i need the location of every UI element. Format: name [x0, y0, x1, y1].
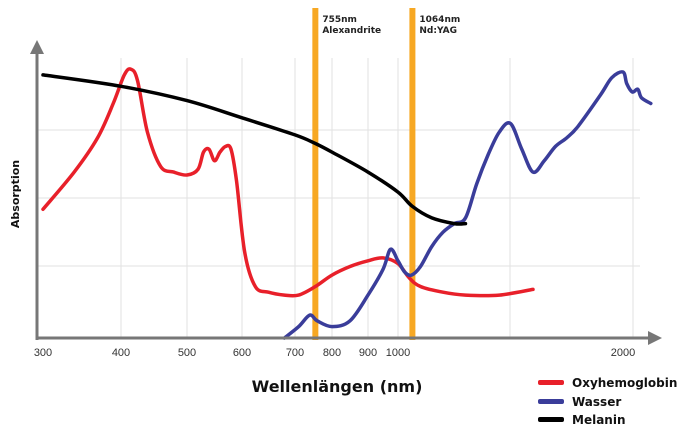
annotation-755-laser: Alexandrite	[322, 26, 381, 36]
x-tick-label: 800	[323, 347, 341, 359]
annotation-1064-wavelength: 1064nm	[419, 15, 460, 25]
legend-swatch-oxyhemoglobin	[538, 380, 564, 385]
x-tick-label: 500	[178, 347, 196, 359]
laser-markers: 755nm Alexandrite 1064nm Nd:YAG	[312, 8, 460, 340]
x-tick-label: 700	[286, 347, 304, 359]
y-axis-label: Absorption	[9, 160, 22, 228]
legend-swatch-wasser	[538, 399, 564, 404]
x-tick-label: 400	[112, 347, 130, 359]
legend-label-oxyhemoglobin: Oxyhemoglobin	[572, 376, 677, 390]
marker-line-755	[312, 8, 319, 340]
x-tick-label: 1000	[386, 347, 410, 359]
x-axis-arrow	[648, 331, 662, 345]
legend-swatch-melanin	[538, 417, 564, 422]
x-tick-label: 600	[233, 347, 251, 359]
x-tick-labels: 300 400 500 600 700 800 900 1000 2000	[34, 347, 635, 359]
legend-label-wasser: Wasser	[572, 395, 621, 409]
y-axis-arrow	[30, 40, 44, 54]
series-line-oxyhemoglobin	[41, 67, 535, 298]
x-axis-label: Wellenlängen (nm)	[252, 377, 423, 396]
annotation-1064-laser: Nd:YAG	[419, 26, 457, 36]
legend: Oxyhemoglobin Wasser Melanin	[538, 376, 677, 427]
legend-label-melanin: Melanin	[572, 413, 626, 427]
marker-line-1064	[409, 8, 416, 340]
x-tick-label: 2000	[611, 347, 635, 359]
annotation-755-wavelength: 755nm	[322, 15, 357, 25]
series-line-melanin	[41, 73, 468, 226]
series-line-wasser	[282, 70, 653, 340]
series-lines	[41, 67, 653, 340]
x-tick-label: 900	[359, 347, 377, 359]
x-tick-label: 300	[34, 347, 52, 359]
grid-lines	[37, 58, 640, 338]
axes	[30, 40, 662, 345]
